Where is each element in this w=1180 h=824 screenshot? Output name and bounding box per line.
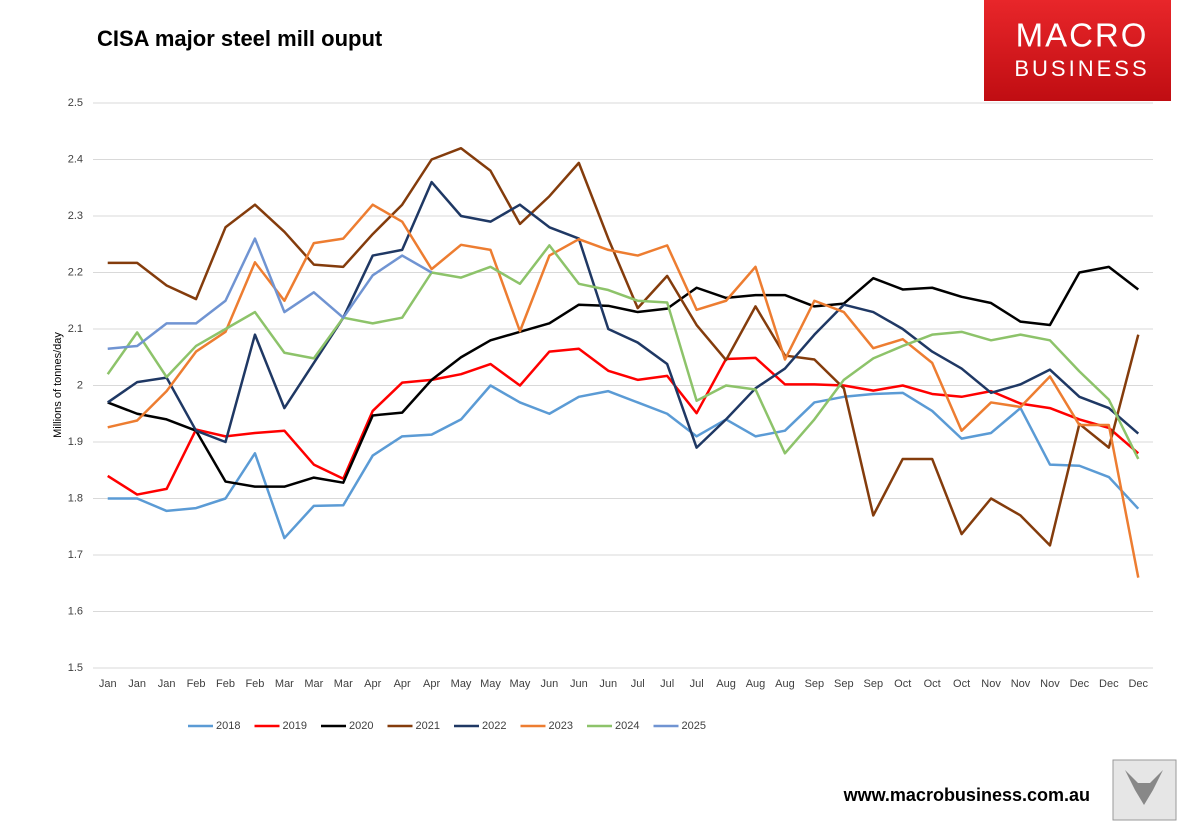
legend-label: 2023 <box>549 720 573 732</box>
website: www.macrobusiness.com.au <box>843 785 1090 805</box>
y-tick-label: 1.7 <box>68 549 83 561</box>
y-tick-label: 1.5 <box>68 662 83 674</box>
x-tick-label: Jun <box>570 678 588 690</box>
legend-label: 2025 <box>682 720 706 732</box>
x-tick-label: Feb <box>216 678 235 690</box>
x-tick-label: May <box>451 678 472 690</box>
x-tick-label: Jul <box>631 678 645 690</box>
x-tick-label: Dec <box>1099 678 1119 690</box>
y-tick-label: 2.2 <box>68 266 83 278</box>
x-tick-label: Oct <box>894 678 911 690</box>
series-line <box>107 237 433 351</box>
x-tick-label: Oct <box>924 678 941 690</box>
series-line <box>106 244 1140 460</box>
chart-title: CISA major steel mill ouput <box>97 26 383 51</box>
legend-label: 2022 <box>482 720 506 732</box>
legend-label: 2018 <box>216 720 240 732</box>
x-tick-label: Nov <box>1040 678 1060 690</box>
x-tick-label: Dec <box>1070 678 1090 690</box>
x-tick-label: Jun <box>541 678 559 690</box>
y-tick-label: 1.6 <box>68 605 83 617</box>
y-tick-label: 2.5 <box>68 97 83 109</box>
logo-box <box>984 0 1171 101</box>
legend-label: 2019 <box>283 720 307 732</box>
y-tick-label: 1.9 <box>68 436 83 448</box>
fox-icon <box>1125 770 1163 805</box>
series-line <box>107 347 1140 496</box>
y-axis-label: Millions of tonnes/day <box>52 332 64 438</box>
series-line <box>107 180 1140 449</box>
x-tick-label: Apr <box>364 678 381 690</box>
x-tick-label: Aug <box>746 678 766 690</box>
series-line <box>107 146 1140 547</box>
y-tick-label: 2.3 <box>68 210 83 222</box>
y-tick-label: 1.8 <box>68 492 83 504</box>
x-tick-label: Sep <box>805 678 825 690</box>
y-tick-label: 2.1 <box>68 323 83 335</box>
legend-label: 2021 <box>416 720 440 732</box>
x-tick-label: Aug <box>775 678 795 690</box>
x-tick-label: Nov <box>1011 678 1031 690</box>
x-tick-label: Dec <box>1128 678 1148 690</box>
logo-text: BUSINESS <box>1014 56 1149 81</box>
x-tick-label: Jul <box>660 678 674 690</box>
series-line <box>107 203 1140 578</box>
x-tick-label: Jan <box>158 678 176 690</box>
series-line <box>107 265 1140 488</box>
x-tick-label: Aug <box>716 678 736 690</box>
series-line <box>107 384 1140 540</box>
x-tick-label: Jan <box>99 678 117 690</box>
x-tick-label: Mar <box>275 678 294 690</box>
y-tick-label: 2.4 <box>68 153 83 165</box>
legend-label: 2024 <box>615 720 639 732</box>
x-tick-label: Jun <box>599 678 617 690</box>
x-tick-label: Apr <box>394 678 411 690</box>
logo-text: MACRO <box>1016 17 1149 54</box>
x-tick-label: May <box>480 678 501 690</box>
x-tick-label: Mar <box>334 678 353 690</box>
x-tick-label: Feb <box>245 678 264 690</box>
x-tick-label: Oct <box>953 678 970 690</box>
x-tick-label: Sep <box>834 678 854 690</box>
x-tick-label: May <box>510 678 531 690</box>
x-tick-label: Jan <box>128 678 146 690</box>
x-tick-label: Mar <box>304 678 323 690</box>
y-tick-label: 2 <box>77 379 83 391</box>
legend-label: 2020 <box>349 720 373 732</box>
x-tick-label: Feb <box>187 678 206 690</box>
x-tick-label: Nov <box>981 678 1001 690</box>
x-tick-label: Jul <box>690 678 704 690</box>
x-tick-label: Sep <box>863 678 883 690</box>
x-tick-label: Apr <box>423 678 440 690</box>
